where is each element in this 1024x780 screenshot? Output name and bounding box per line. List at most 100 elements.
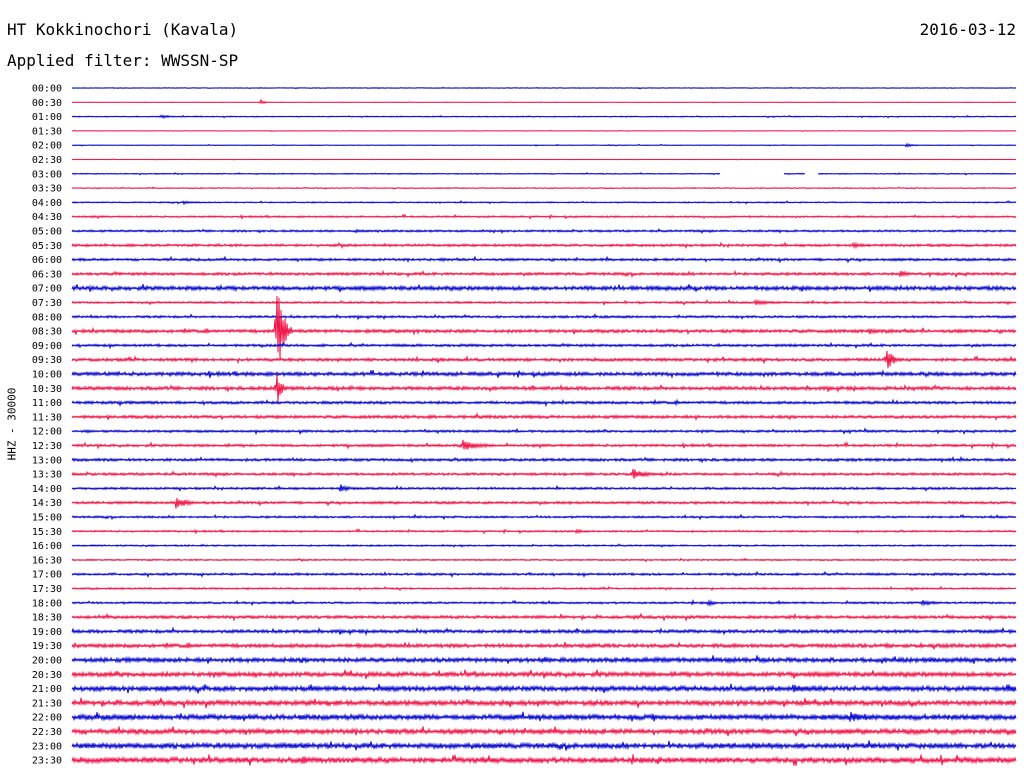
row-time-label: 01:30 (32, 126, 62, 137)
row-time-label: 23:30 (32, 756, 62, 767)
row-time-label: 03:30 (32, 184, 62, 195)
station-title: HT Kokkinochori (Kavala) (7, 20, 239, 39)
row-time-label: 05:00 (32, 227, 62, 238)
row-time-label: 23:00 (32, 741, 62, 752)
row-time-label: 19:00 (32, 627, 62, 638)
trace-row-0830 (71, 295, 1017, 359)
row-time-label: 12:30 (32, 441, 62, 452)
row-time-label: 17:30 (32, 584, 62, 595)
row-time-label: 13:00 (32, 455, 62, 466)
trace-row-2130 (71, 697, 1017, 709)
trace-row-1700 (71, 570, 1017, 579)
row-time-label: 22:30 (32, 727, 62, 738)
row-time-label: 03:00 (32, 169, 62, 180)
trace-row-1100 (71, 398, 1017, 408)
trace-row-0530 (71, 241, 1017, 250)
trace-row-1730 (71, 585, 1017, 592)
row-time-label: 08:30 (32, 327, 62, 338)
row-time-label: 00:00 (32, 84, 62, 95)
trace-row-1630 (71, 557, 1017, 563)
row-time-label: 18:30 (32, 613, 62, 624)
trace-row-1930 (71, 641, 1017, 650)
trace-row-0230 (71, 158, 1017, 161)
trace-row-1900 (71, 626, 1017, 637)
row-time-label: 15:00 (32, 513, 62, 524)
row-time-label: 07:00 (32, 284, 62, 295)
row-time-label: 01:00 (32, 112, 62, 123)
row-time-label: 14:00 (32, 484, 62, 495)
row-time-label: 13:30 (32, 470, 62, 481)
trace-row-1130 (71, 412, 1017, 422)
row-time-label: 21:30 (32, 698, 62, 709)
trace-row-0100 (71, 114, 1017, 120)
trace-row-1400 (71, 484, 1017, 493)
row-time-label: 11:00 (32, 398, 62, 409)
row-time-label: 02:00 (32, 141, 62, 152)
trace-layer (71, 86, 1017, 766)
trace-row-1430 (71, 497, 1017, 509)
row-time-label: 02:30 (32, 155, 62, 166)
trace-row-1500 (71, 513, 1017, 521)
row-time-label: 09:30 (32, 355, 62, 366)
trace-row-1830 (71, 612, 1017, 623)
row-time-label: 20:00 (32, 656, 62, 667)
trace-row-2100 (71, 683, 1017, 694)
trace-row-0500 (71, 227, 1017, 235)
row-time-label: 15:30 (32, 527, 62, 538)
trace-row-2230 (71, 726, 1017, 737)
plot-date: 2016-03-12 (919, 20, 1016, 39)
row-time-label: 06:00 (32, 255, 62, 266)
row-time-label: 18:00 (32, 598, 62, 609)
trace-row-2000 (71, 655, 1017, 665)
filter-label: Applied filter: WWSSN-SP (7, 51, 239, 70)
trace-row-1030 (71, 374, 1017, 402)
row-time-label: 05:30 (32, 241, 62, 252)
trace-row-1800 (71, 599, 1017, 607)
trace-row-0600 (71, 255, 1017, 264)
trace-row-0330 (71, 186, 1017, 190)
trace-row-0630 (71, 269, 1017, 279)
trace-row-0730 (71, 298, 1017, 307)
row-time-label: 09:00 (32, 341, 62, 352)
trace-row-0430 (71, 213, 1017, 220)
trace-row-2330 (71, 754, 1017, 766)
row-time-label: 16:00 (32, 541, 62, 552)
trace-row-1230 (71, 439, 1017, 450)
trace-row-0300 (71, 171, 1017, 176)
row-time-label: 20:30 (32, 670, 62, 681)
row-time-label: 08:00 (32, 312, 62, 323)
row-time-label: 10:00 (32, 370, 62, 381)
row-time-label: 04:00 (32, 198, 62, 209)
row-time-label: 11:30 (32, 412, 62, 423)
trace-row-0930 (71, 350, 1017, 369)
trace-row-0130 (71, 129, 1017, 132)
trace-row-1000 (71, 369, 1017, 379)
row-time-label: 06:30 (32, 269, 62, 280)
row-time-label: 19:30 (32, 641, 62, 652)
trace-row-2030 (71, 669, 1017, 680)
trace-row-1330 (71, 468, 1017, 479)
trace-row-0200 (71, 142, 1017, 148)
row-time-label: 10:30 (32, 384, 62, 395)
trace-row-1300 (71, 455, 1017, 464)
row-time-label: 04:30 (32, 212, 62, 223)
trace-row-1530 (71, 528, 1017, 535)
trace-row-0800 (71, 313, 1017, 321)
trace-row-0700 (71, 283, 1017, 293)
row-time-label: 14:30 (32, 498, 62, 509)
row-time-label: 12:00 (32, 427, 62, 438)
row-time-label: 16:30 (32, 555, 62, 566)
row-time-label: 21:00 (32, 684, 62, 695)
row-time-label: 00:30 (32, 98, 62, 109)
row-time-label: 07:30 (32, 298, 62, 309)
trace-row-2200 (71, 711, 1017, 722)
trace-row-1200 (71, 427, 1017, 436)
row-time-label: 22:00 (32, 713, 62, 724)
time-label-layer: 00:00 00:30 01:00 01:30 02:00 02:30 03:00 03:30… (32, 84, 62, 767)
trace-row-2300 (71, 740, 1017, 751)
trace-row-1600 (71, 543, 1017, 548)
trace-row-0000 (71, 86, 1017, 90)
trace-row-0400 (71, 200, 1017, 206)
trace-row-0030 (71, 98, 1017, 105)
